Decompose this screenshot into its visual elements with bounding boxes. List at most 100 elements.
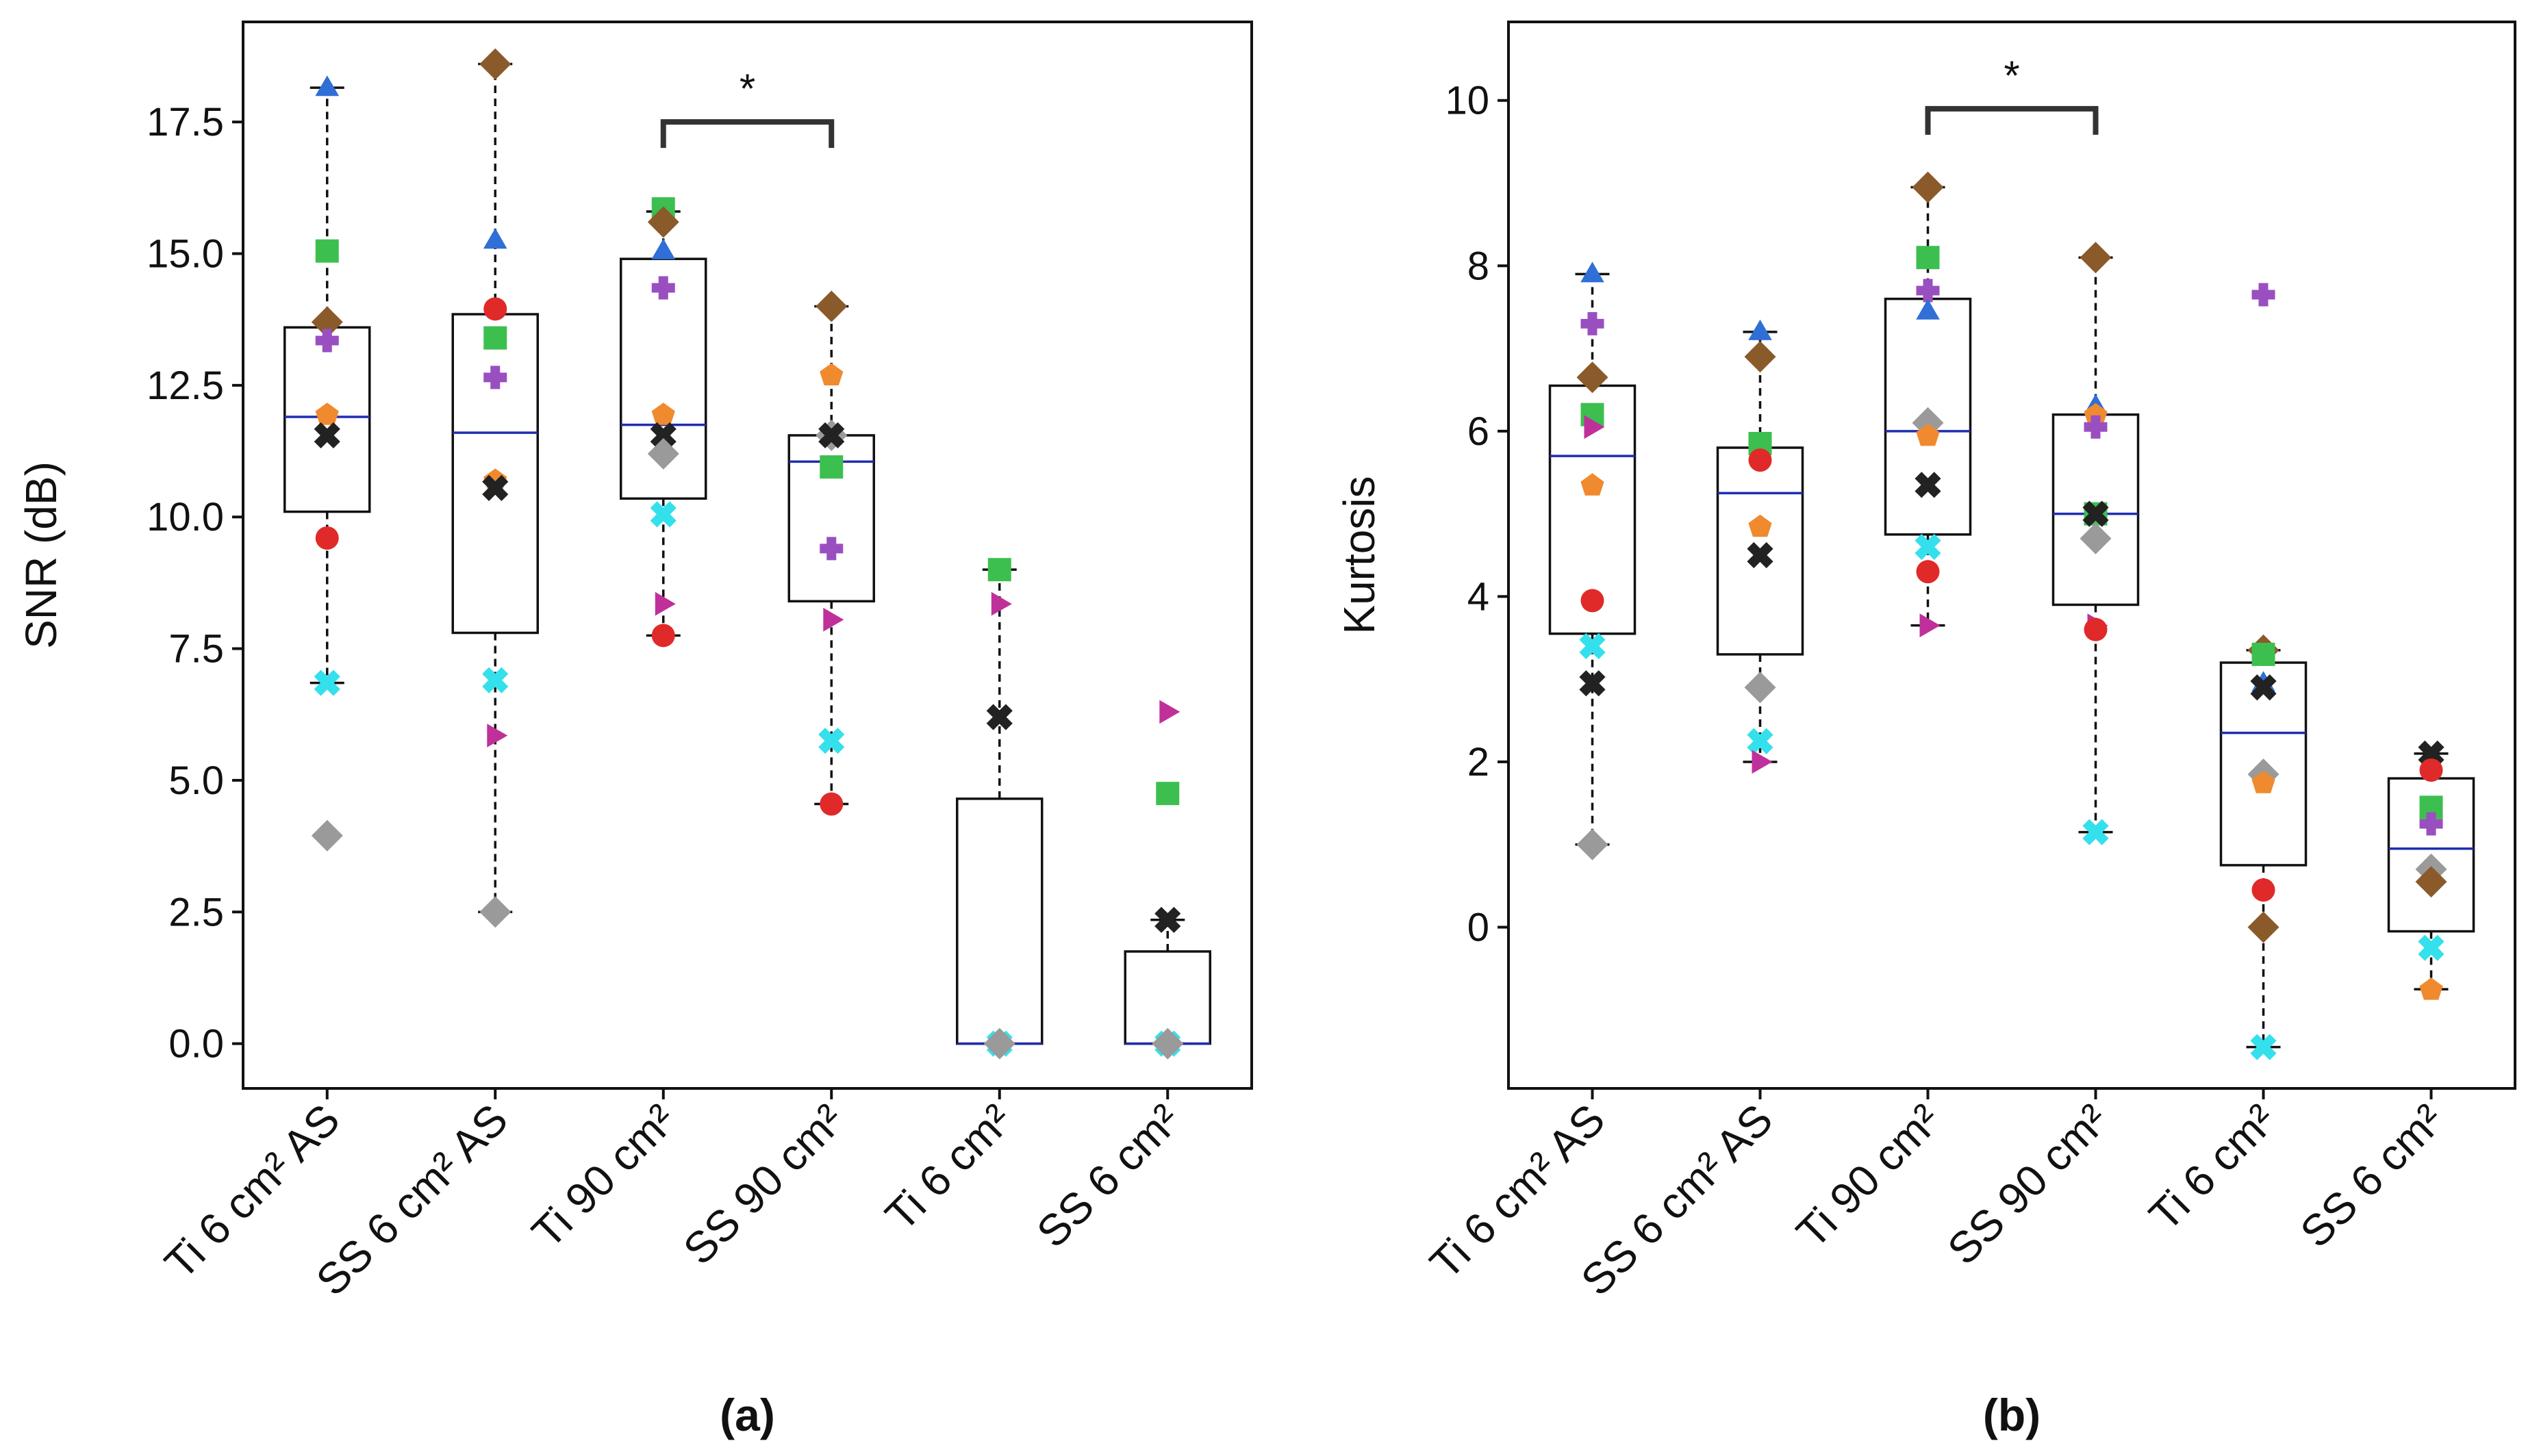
data-point-square [315,239,339,263]
data-point-square [2251,642,2275,666]
data-point-x-black [1915,472,1941,498]
y-tick-label: 12.5 [147,363,224,408]
y-tick-label: 8 [1467,244,1489,288]
data-point-triangle [315,75,340,97]
data-point-diamond-gray [983,1027,1015,1060]
data-point-diamond-brown [647,206,679,238]
data-point-x-cyan [2250,1034,2277,1060]
y-tick-label: 4 [1467,574,1489,619]
data-point-circle [2251,878,2275,902]
data-point-x-black [2250,674,2277,701]
y-tick-label: 0 [1467,905,1489,949]
data-point-x-black [818,422,845,449]
y-tick-label: 0.0 [168,1022,224,1067]
y-tick-label: 10 [1445,79,1489,123]
x-tick-label: Ti 90 cm² [1787,1095,1950,1257]
y-tick-label: 15.0 [147,232,224,277]
y-tick-label: 6 [1467,409,1489,454]
panel-label: (a) [720,1390,775,1440]
data-point-right-triangle [991,591,1012,616]
data-point-diamond-gray [2080,522,2112,554]
data-point-right-triangle [1584,415,1605,439]
data-point-circle [1748,448,1772,472]
data-point-diamond-gray [479,896,511,928]
x-tick-label: SS 6 cm² [1027,1095,1189,1257]
data-point-plus [1580,311,1604,335]
box-body [956,797,1044,1045]
data-point-diamond-brown [2247,911,2279,943]
data-point-x-black [650,422,677,449]
data-point-triangle [1916,298,1940,320]
data-point-pentagon [651,403,675,425]
data-point-right-triangle [655,591,676,616]
data-point-pentagon [1748,514,1772,537]
significance-bracket [1925,105,2099,135]
data-point-x-cyan [2418,934,2445,961]
data-point-triangle [1748,319,1772,340]
data-point-x-cyan [482,667,509,693]
data-point-circle [2419,758,2443,782]
data-point-diamond-brown [1912,171,1944,203]
y-tick-label: 5.0 [168,758,224,803]
data-point-x-black [314,422,340,449]
data-point-diamond-gray [1744,672,1776,704]
x-tick-label: Ti 6 cm² [2140,1095,2286,1240]
data-point-x-cyan [818,728,845,754]
data-point-plus [2084,415,2108,439]
data-point-plus [2251,283,2275,307]
data-point-triangle [651,238,676,259]
data-point-right-triangle [823,607,844,632]
data-point-square [483,326,507,350]
data-point-diamond-gray [311,819,343,852]
x-tick-label: Ti 6 cm² [876,1095,1022,1240]
panel-label: (b) [1983,1390,2041,1440]
data-point-x-cyan [650,501,677,528]
significance-label: * [2004,53,2019,99]
data-point-pentagon [820,363,844,385]
data-point-pentagon [1916,423,1940,446]
data-point-diamond-brown [2415,866,2447,898]
x-tick-label: SS 90 cm² [1938,1095,2117,1274]
data-point-x-black [1154,906,1181,933]
data-point-plus [315,329,339,353]
data-point-x-black [2418,740,2445,767]
data-point-diamond-brown [1576,361,1608,394]
data-point-pentagon [1580,473,1604,496]
data-point-square [820,455,844,479]
x-tick-label: SS 90 cm² [674,1095,853,1274]
data-point-diamond-gray [1152,1027,1184,1060]
data-point-x-black [1579,670,1606,697]
data-point-pentagon [2251,771,2275,793]
data-point-circle [2084,617,2108,641]
box-5 [1124,919,1211,1045]
plot-frame [242,21,1253,1090]
data-point-diamond-gray [647,437,679,470]
data-point-right-triangle [1919,613,1941,637]
plot-frame [1507,21,2516,1090]
data-point-pentagon [315,403,339,425]
data-point-diamond-brown [816,290,848,322]
data-point-plus [483,366,507,389]
data-point-right-triangle [487,724,508,748]
data-point-square [1156,782,1180,806]
data-point-x-black [1747,541,1773,569]
y-tick-label: 10.0 [147,495,224,539]
data-point-x-black [986,704,1013,730]
data-point-x-cyan [1747,728,1773,754]
data-point-x-cyan [1915,533,1941,561]
x-tick-label: Ti 90 cm² [522,1095,685,1257]
data-point-diamond-brown [2080,242,2112,274]
data-point-plus [820,537,844,561]
y-axis-label: Kurtosis [1335,476,1384,634]
box-4 [2219,649,2308,1049]
data-point-diamond-brown [479,48,511,80]
data-point-x-black [482,474,509,501]
data-point-plus [651,276,675,300]
y-axis-label: SNR (dB) [16,461,66,649]
data-point-circle [1916,560,1940,584]
data-point-circle [315,526,339,550]
box-0 [283,86,371,685]
data-point-plus [1916,279,1940,303]
